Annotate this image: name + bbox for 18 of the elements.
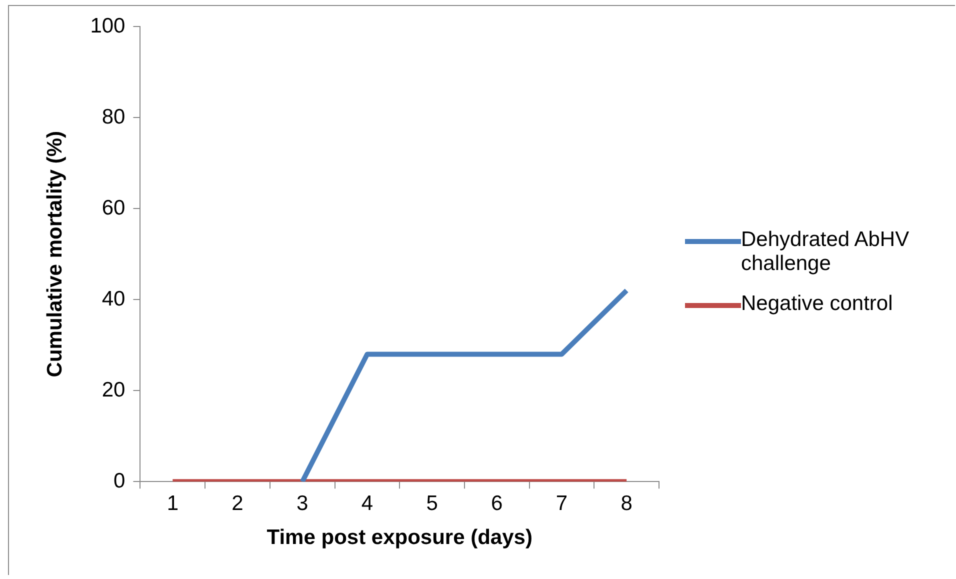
legend-label: Negative control: [741, 292, 893, 316]
legend-label: Dehydrated AbHV challenge: [741, 228, 910, 276]
x-tick-label: 6: [491, 492, 503, 515]
y-tick-label: 0: [114, 469, 126, 492]
x-tick-label: 1: [166, 492, 179, 515]
y-tick-label: 100: [90, 14, 126, 38]
y-axis-title: Cumulative mortality (%): [43, 130, 66, 378]
x-axis-title: Time post exposure (days): [266, 526, 532, 550]
x-tick-label: 2: [232, 492, 244, 515]
y-tick-label: 40: [102, 287, 126, 310]
x-tick-label: 3: [296, 492, 308, 515]
y-tick-label: 80: [102, 105, 126, 128]
x-tick-label: 7: [556, 492, 568, 515]
y-tick-label: 20: [102, 378, 126, 402]
x-tick-label: 5: [426, 492, 438, 515]
x-tick-label: 8: [620, 492, 632, 515]
y-tick-label: 60: [102, 196, 126, 220]
x-tick-label: 4: [361, 492, 374, 515]
